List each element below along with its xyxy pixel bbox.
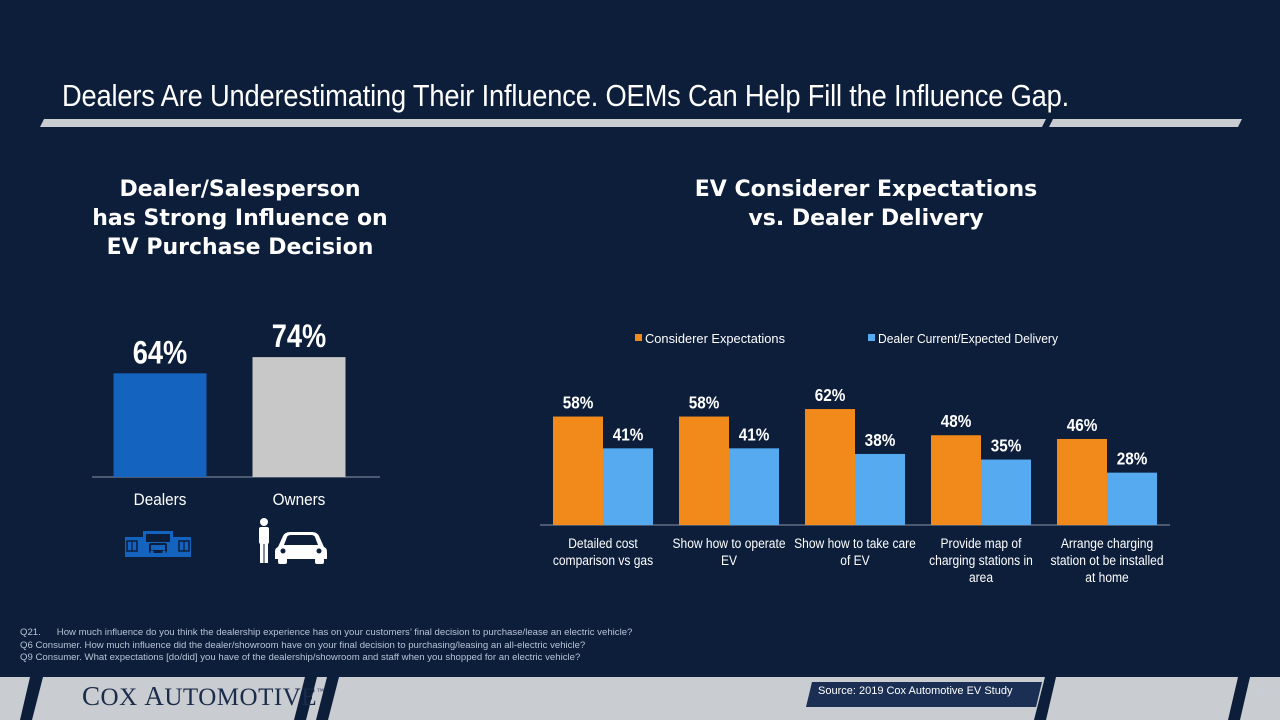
bar-dealer-2: [855, 453, 905, 525]
footnote-q6: Q6 Consumer. How much influence did the …: [20, 639, 586, 651]
expectations-bar-chart: Considerer Expectations Dealer Current/Ex…: [540, 331, 1170, 585]
right-chart-title: EV Considerer Expectations vs. Dealer De…: [690, 175, 1042, 233]
category-label-2: Show how to take care of EV: [794, 535, 916, 568]
legend-label-dealer: Dealer Current/Expected Delivery: [878, 331, 1058, 346]
data-label-dealer-2: 38%: [865, 430, 896, 450]
page-number: 29: [1255, 686, 1266, 696]
category-label-owners: Owners: [273, 490, 326, 509]
category-label-0: Detailed cost comparison vs gas: [553, 535, 654, 568]
data-label-considerer-1: 58%: [689, 392, 720, 412]
influence-bar-chart: 64% Dealers 74% Owners: [92, 319, 380, 509]
data-label-dealer-0: 41%: [613, 424, 644, 444]
bar-considerer-4: [1057, 438, 1107, 525]
data-label-considerer-3: 48%: [941, 411, 972, 431]
source-note: Source: 2019 Cox Automotive EV Study: [818, 685, 1013, 697]
category-label-line: EV: [721, 552, 737, 568]
category-label-line: area: [969, 569, 994, 585]
bar-dealer-3: [981, 459, 1031, 525]
left-title-line-2: has Strong Influence on: [92, 206, 388, 231]
category-label-line: Detailed cost: [568, 535, 638, 551]
slide-title: Dealers Are Underestimating Their Influe…: [62, 78, 1070, 113]
data-label-owners: 74%: [272, 319, 326, 355]
data-label-considerer-4: 46%: [1067, 415, 1098, 435]
category-label-line: Show how to operate: [672, 535, 785, 551]
footer-bar: [0, 677, 1280, 720]
survey-footnotes: Q21. How much influence do you think the…: [20, 627, 632, 665]
bar-considerer-1: [679, 416, 729, 525]
category-label-line: station ot be installed: [1050, 552, 1163, 568]
category-label-1: Show how to operate EV: [672, 535, 785, 568]
category-label-line: Show how to take care: [794, 535, 916, 551]
category-label-3: Provide map of charging stations in area: [929, 535, 1033, 585]
category-label-line: at home: [1085, 569, 1128, 585]
data-label-dealers: 64%: [133, 335, 187, 371]
bar-considerer-2: [805, 409, 855, 525]
left-title-line-3: EV Purchase Decision: [106, 235, 374, 260]
data-label-dealer-3: 35%: [991, 435, 1022, 455]
bar-considerer-3: [931, 435, 981, 525]
category-label-line: Provide map of: [941, 535, 1022, 551]
dealership-icon: [125, 531, 191, 557]
title-divider: [40, 119, 1242, 127]
footnote-q21: Q21. How much influence do you think the…: [20, 627, 633, 638]
left-chart-title: Dealer/Salesperson has Strong Influence …: [80, 175, 400, 262]
data-label-considerer-2: 62%: [815, 385, 846, 405]
legend-swatch-considerer: [635, 334, 642, 341]
category-label-line: Arrange charging: [1061, 535, 1153, 551]
data-label-considerer-0: 58%: [563, 392, 594, 412]
legend-swatch-dealer: [868, 334, 875, 341]
category-label-line: charging stations in: [929, 552, 1033, 568]
category-label-dealers: Dealers: [134, 490, 187, 509]
bar-considerer-0: [553, 416, 603, 525]
data-label-dealer-4: 28%: [1117, 448, 1148, 468]
bar-dealer-1: [729, 448, 779, 525]
footer-graphic: [0, 677, 1280, 720]
bar-dealer-4: [1107, 472, 1157, 525]
category-label-line: of EV: [840, 552, 870, 568]
bar-dealer-0: [603, 448, 653, 525]
category-label-line: comparison vs gas: [553, 552, 654, 568]
bar-owners: [252, 357, 346, 477]
left-title-line-1: Dealer/Salesperson: [119, 177, 361, 202]
footnote-q9: Q9 Consumer. What expectations [do/did] …: [20, 652, 581, 663]
category-label-4: Arrange charging station ot be installed a…: [1050, 535, 1163, 585]
cox-automotive-logo: COX AUTOMOTIVE™: [82, 681, 325, 711]
data-label-dealer-1: 41%: [739, 424, 770, 444]
legend-label-considerer: Considerer Expectations: [645, 331, 785, 346]
bar-dealers: [113, 373, 207, 477]
right-title-line-1: EV Considerer Expectations: [694, 177, 1038, 202]
person-with-car-icon: [259, 518, 327, 564]
right-title-line-2: vs. Dealer Delivery: [748, 206, 984, 231]
